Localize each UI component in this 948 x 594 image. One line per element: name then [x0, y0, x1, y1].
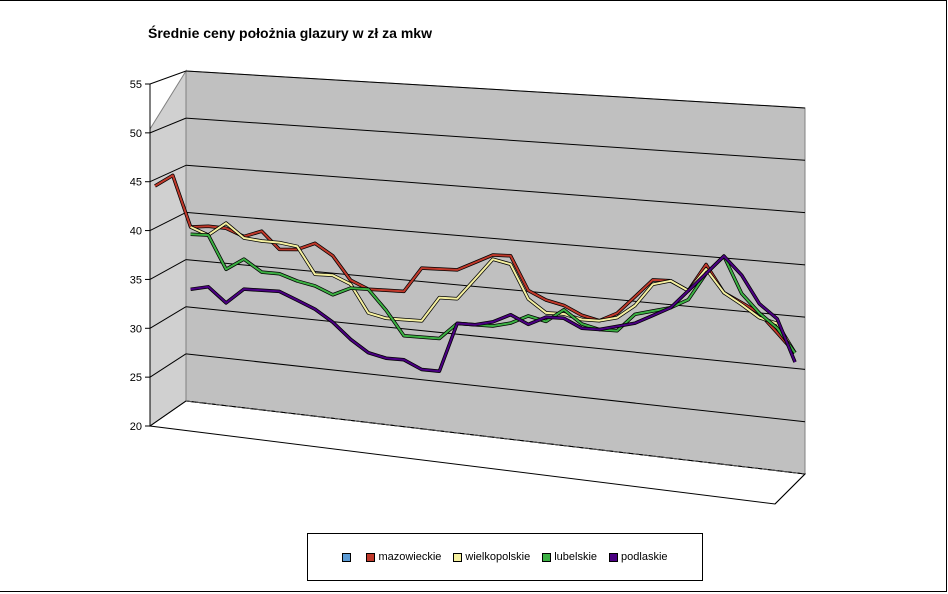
- gridline-side: [149, 70, 187, 85]
- gridline-side: [149, 117, 187, 134]
- legend-item: wielkopolskie: [453, 551, 530, 563]
- legend-swatch: [453, 552, 463, 562]
- chart-title: Średnie ceny położnia glazury w zł za mk…: [148, 25, 432, 41]
- y-tick-label: 50: [130, 128, 142, 140]
- y-tick-label: 30: [130, 323, 142, 335]
- y-tick-label: 45: [130, 177, 142, 189]
- legend-swatch: [542, 552, 552, 562]
- gridline-side: [149, 164, 187, 183]
- gridline: [185, 117, 806, 161]
- chart-legend: mazowieckie wielkopolskie lubelskie podlask…: [307, 533, 703, 581]
- legend-item: lubelskie: [542, 551, 597, 563]
- floor-right-edge: [774, 473, 806, 505]
- gridline: [185, 164, 806, 214]
- legend-label: mazowieckie: [378, 551, 442, 563]
- y-tick-label: 25: [130, 372, 142, 384]
- legend-item: [342, 552, 354, 562]
- gridline-side: [149, 306, 187, 329]
- legend-swatch: [366, 552, 376, 562]
- gridline: [185, 259, 806, 318]
- legend-item: mazowieckie: [366, 551, 441, 563]
- legend-swatch: [342, 552, 352, 562]
- gridline: [185, 353, 806, 423]
- gridline-side: [149, 400, 187, 427]
- legend-item: podlaskie: [609, 551, 668, 563]
- series-podlaskie-line: [190, 255, 796, 373]
- gridline-side: [149, 211, 187, 232]
- gridline-side: [149, 259, 187, 280]
- gridline: [185, 211, 806, 266]
- series-lubelskie-line: [190, 233, 796, 354]
- legend-label: podlaskie: [621, 551, 668, 563]
- y-tick-label: 40: [130, 226, 142, 238]
- gridline: [185, 70, 806, 109]
- y-tick-label: 55: [130, 79, 142, 91]
- gridline: [185, 306, 806, 370]
- floor-line: [185, 400, 806, 475]
- legend-swatch: [609, 552, 619, 562]
- side-wall: [149, 69, 187, 427]
- legend-label: wielkopolskie: [465, 551, 531, 563]
- y-tick-label: 20: [130, 421, 142, 433]
- gridline-side: [149, 353, 187, 378]
- y-tick-label: 35: [130, 274, 142, 286]
- legend-label: lubelskie: [554, 551, 598, 563]
